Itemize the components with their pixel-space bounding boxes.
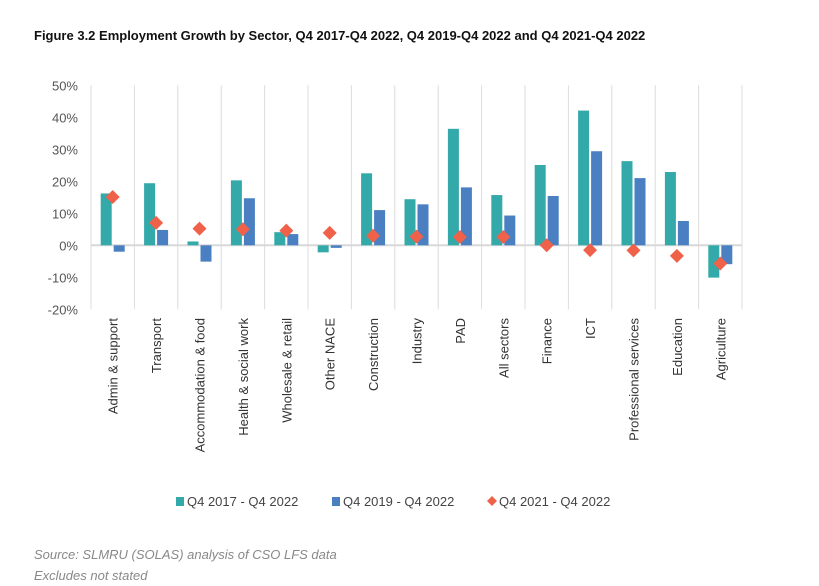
x-tick-label: ICT: [583, 318, 598, 339]
bar: [664, 172, 676, 246]
y-tick-label: -10%: [48, 270, 79, 285]
bar: [374, 210, 386, 246]
y-tick-label: 30%: [52, 142, 78, 157]
bar: [100, 193, 112, 246]
bar: [491, 195, 503, 246]
bar: [708, 245, 720, 278]
bar: [200, 245, 212, 262]
marker-diamond: [539, 238, 554, 253]
y-tick-label: 20%: [52, 174, 78, 189]
bar: [591, 151, 603, 246]
bar: [404, 199, 416, 246]
bar: [243, 198, 255, 246]
x-tick-label: Finance: [540, 318, 555, 364]
legend-swatch: [332, 497, 340, 506]
x-tick-label: Transport: [149, 318, 164, 374]
marker-diamond: [279, 223, 294, 238]
chart-title: Figure 3.2 Employment Growth by Sector, …: [34, 28, 646, 43]
legend-swatch: [176, 497, 184, 506]
legend-swatch: [487, 496, 497, 506]
marker-diamond: [626, 243, 641, 258]
y-tick-label: 40%: [52, 110, 78, 125]
bar: [187, 241, 199, 246]
bar: [317, 245, 329, 253]
x-tick-label: Professional services: [627, 318, 642, 441]
x-tick-label: Health & social work: [236, 318, 251, 436]
marker-diamond: [583, 243, 598, 258]
marker-diamond: [409, 229, 424, 244]
marker-diamond: [235, 222, 250, 237]
legend-label: Q4 2017 - Q4 2022: [187, 494, 298, 509]
x-tick-label: Agriculture: [713, 318, 728, 380]
source-note: Source: SLMRU (SOLAS) analysis of CSO LF…: [34, 547, 337, 562]
bar: [634, 178, 646, 246]
x-tick-label: Industry: [410, 318, 425, 365]
bar: [144, 183, 156, 246]
bar: [504, 215, 516, 246]
y-tick-label: 50%: [52, 78, 78, 93]
marker-diamond: [322, 225, 337, 240]
bar: [113, 245, 125, 252]
x-tick-label: Construction: [366, 318, 381, 391]
bar: [447, 128, 459, 246]
bar: [534, 164, 546, 246]
chart: -20% -10% 0% 10% 20% 30% 40% 50% Admin & support…: [48, 78, 743, 509]
marker-diamond: [105, 189, 120, 204]
marker-diamond: [669, 248, 684, 263]
bar: [230, 180, 242, 246]
bar: [578, 110, 590, 246]
x-tick-label: Admin & support: [106, 318, 121, 414]
bar: [287, 234, 299, 246]
legend-label: Q4 2021 - Q4 2022: [499, 494, 610, 509]
bar: [460, 187, 472, 246]
bar: [330, 245, 342, 248]
bar: [547, 196, 559, 246]
x-tick-label: Education: [670, 318, 685, 376]
x-tick-label: PAD: [453, 318, 468, 344]
bar: [157, 229, 169, 246]
marker-diamond: [366, 228, 381, 243]
y-tick-label: -20%: [48, 302, 79, 317]
marker-diamond: [496, 229, 511, 244]
marker-diamond: [149, 215, 164, 230]
x-tick-label: Wholesale & retail: [279, 318, 294, 423]
excludes-note: Excludes not stated: [34, 568, 148, 583]
bar: [274, 232, 286, 246]
marker-diamond: [452, 229, 467, 244]
y-tick-label: 10%: [52, 206, 78, 221]
bar: [721, 245, 733, 265]
marker-diamond: [192, 221, 207, 236]
x-tick-label: Other NACE: [323, 318, 338, 391]
bar: [621, 161, 633, 246]
x-tick-label: Accommodation & food: [193, 318, 208, 452]
bar: [677, 220, 689, 246]
bar: [417, 204, 429, 246]
x-tick-label: All sectors: [496, 318, 511, 378]
legend-label: Q4 2019 - Q4 2022: [343, 494, 454, 509]
marker-diamond: [713, 256, 728, 271]
bar: [361, 173, 373, 246]
y-tick-label: 0%: [59, 238, 78, 253]
